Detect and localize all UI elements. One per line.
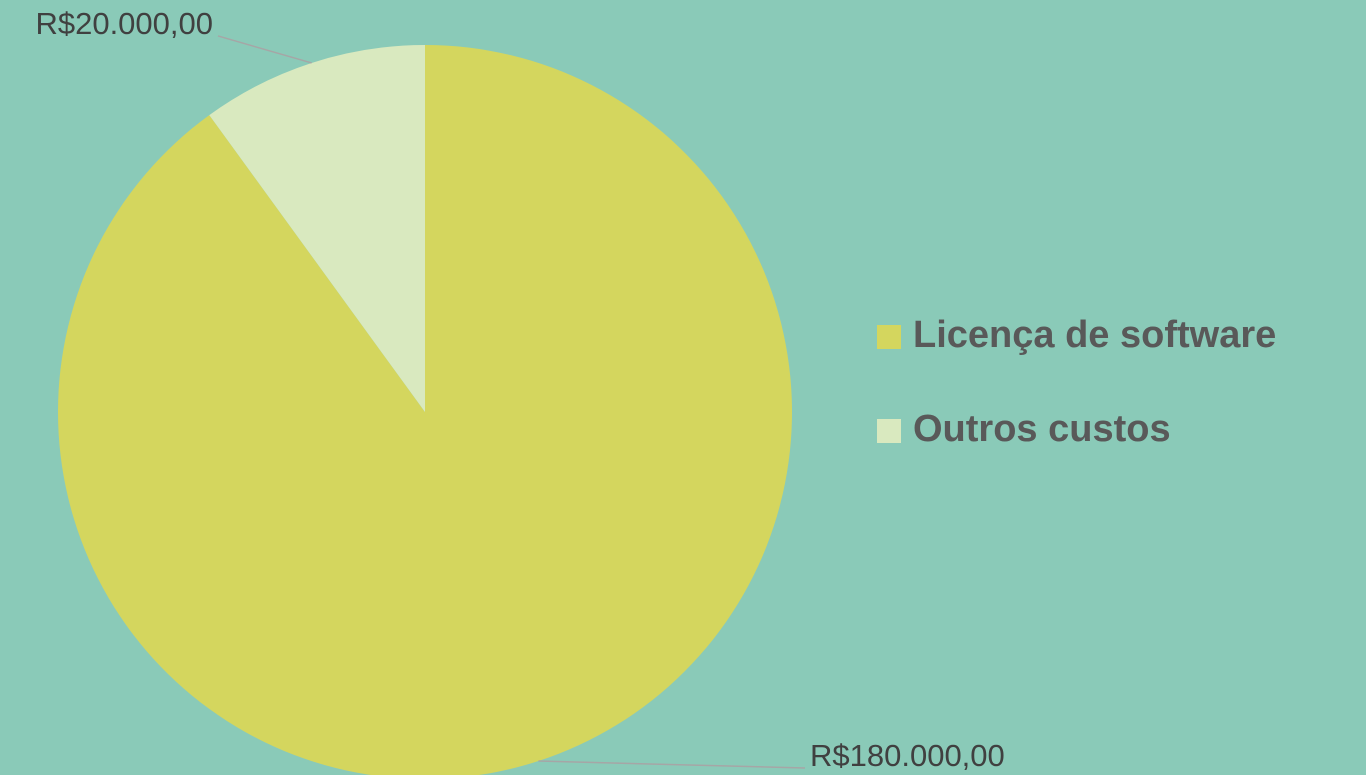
data-label: R$180.000,00 <box>810 738 1005 773</box>
legend-swatch <box>877 419 901 443</box>
data-label: R$20.000,00 <box>35 6 213 41</box>
legend-label: Licença de software <box>913 314 1276 356</box>
leader-line <box>538 760 806 769</box>
pie-slice <box>209 45 425 412</box>
legend-label: Outros custos <box>913 408 1171 450</box>
pie-slice <box>58 45 792 775</box>
leader-line <box>217 35 312 64</box>
legend-swatch <box>877 325 901 349</box>
